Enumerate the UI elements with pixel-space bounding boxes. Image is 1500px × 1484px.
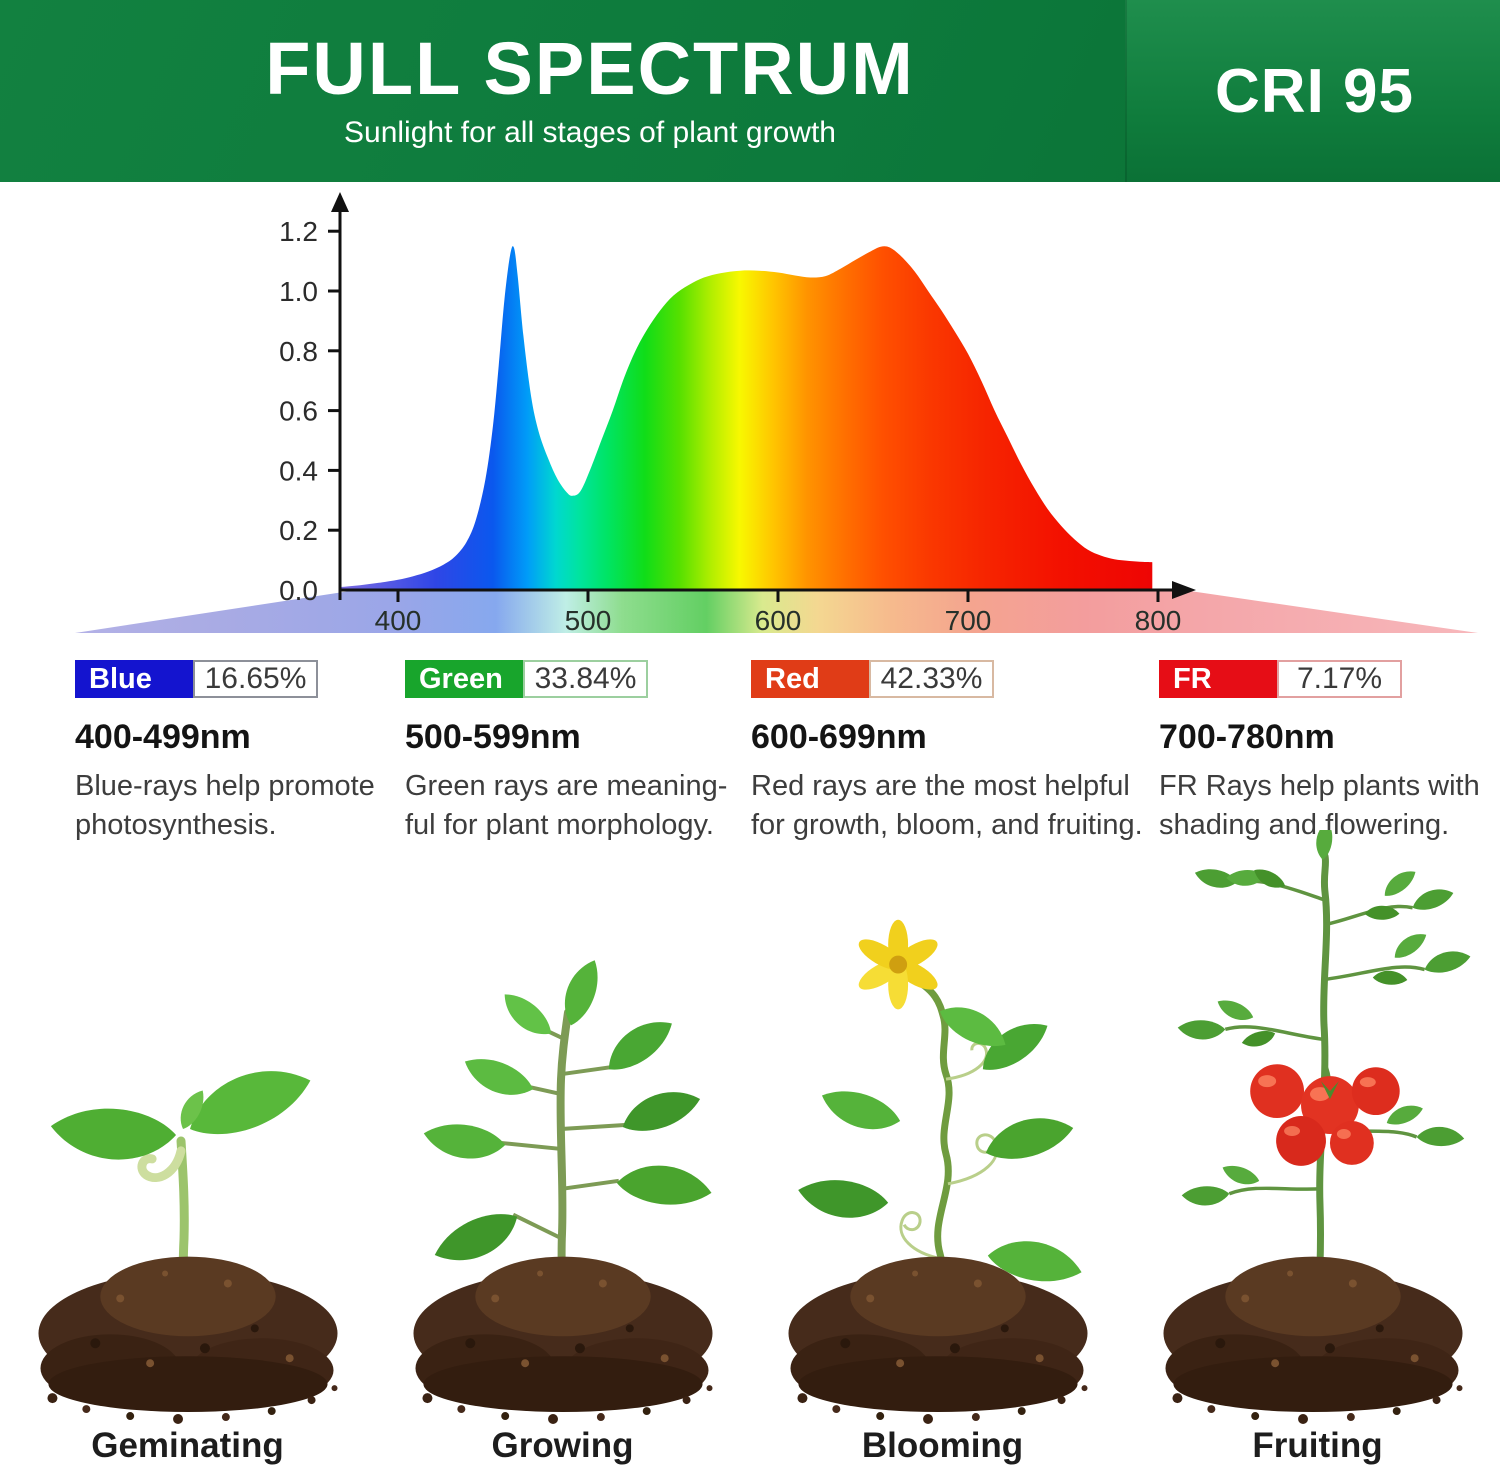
- band-description-line2: for growth, bloom, and fruiting.: [751, 809, 1143, 841]
- stage-label-fruiting: Fruiting: [1252, 1426, 1383, 1465]
- band-label: Red: [751, 660, 869, 698]
- band-description: Green rays are meaning- ful for plant mo…: [405, 767, 748, 845]
- band-percent: 33.84%: [523, 660, 648, 698]
- sapling-illustration: [413, 954, 716, 1425]
- band-description: Red rays are the most helpful for growth…: [751, 767, 1151, 845]
- band-percent: 16.65%: [193, 660, 318, 698]
- spectrum-curve: [340, 246, 1153, 590]
- band-description-line2: ful for plant morphology.: [405, 809, 714, 841]
- yellow-flower: [854, 919, 942, 1010]
- spectrum-chart: 400 500 600 700 800 0.0 0.2 0.4 0.6 0.8 1.0 1.2: [75, 192, 1478, 636]
- stat-card-fr: FR 7.17% 700-780nm FR Rays help plants w…: [1159, 652, 1489, 845]
- band-percent: 7.17%: [1277, 660, 1402, 698]
- band-description-line2: shading and flowering.: [1159, 809, 1450, 841]
- header-title-block: FULL SPECTRUM Sunlight for all stages of…: [0, 0, 1125, 182]
- cri-badge-panel: CRI 95: [1125, 0, 1500, 182]
- y-axis-arrow-icon: [331, 192, 349, 212]
- band-range: 700-780nm: [1159, 718, 1335, 756]
- band-pill: Red 42.33%: [751, 660, 1151, 698]
- band-pill: Blue 16.65%: [75, 660, 405, 698]
- fruiting-plant-figure: [1125, 819, 1500, 1428]
- band-range: 400-499nm: [75, 718, 251, 756]
- x-axis-tick-label: 800: [1135, 605, 1182, 636]
- blooming-plant-figure: [750, 830, 1125, 1428]
- band-description-line1: Red rays are the most helpful: [751, 770, 1130, 802]
- band-range: 500-599nm: [405, 718, 581, 756]
- axis-ticks: 400 500 600 700 800 0.0 0.2 0.4 0.6 0.8 1.0 1.2: [279, 216, 1181, 636]
- y-axis-tick-label: 1.2: [279, 216, 318, 247]
- band-pill: Green 33.84%: [405, 660, 748, 698]
- soil-mound: [1163, 1256, 1463, 1425]
- header-banner: FULL SPECTRUM Sunlight for all stages of…: [0, 0, 1500, 182]
- band-description-line1: Green rays are meaning-: [405, 770, 728, 802]
- y-axis-tick-label: 0.0: [279, 575, 318, 606]
- y-axis-tick-label: 0.6: [279, 396, 318, 427]
- page-title: FULL SPECTRUM: [265, 27, 915, 110]
- band-label: Green: [405, 660, 523, 698]
- tomato-fruit-cluster: [1250, 1064, 1400, 1166]
- sapling-branches: [501, 1029, 625, 1241]
- band-description-line1: Blue-rays help promote: [75, 770, 375, 802]
- band-range: 600-699nm: [751, 718, 927, 756]
- x-axis-arrow-icon: [1172, 581, 1196, 599]
- stat-card-green: Green 33.84% 500-599nm Green rays are me…: [405, 652, 748, 845]
- germinating-plant-figure: [0, 830, 375, 1428]
- seedling-sprout-hook: [137, 1146, 186, 1183]
- y-axis-tick-label: 0.4: [279, 455, 318, 486]
- seedling-illustration: [38, 1059, 338, 1425]
- flowering-vine-illustration: [788, 919, 1088, 1425]
- x-axis-tick-label: 400: [375, 605, 422, 636]
- band-pill: FR 7.17%: [1159, 660, 1489, 698]
- cri-badge: CRI 95: [1215, 56, 1414, 126]
- y-axis-tick-label: 1.0: [279, 276, 318, 307]
- vine-tendrils: [899, 1041, 999, 1261]
- band-description: FR Rays help plants with shading and flo…: [1159, 767, 1489, 845]
- band-label: FR: [1159, 660, 1277, 698]
- band-label: Blue: [75, 660, 193, 698]
- growing-plant-figure: [375, 830, 750, 1428]
- stat-card-red: Red 42.33% 600-699nm Red rays are the mo…: [751, 652, 1151, 845]
- stage-label-germinating: Geminating: [91, 1426, 284, 1465]
- x-axis-tick-label: 700: [945, 605, 992, 636]
- tomato-plant-illustration: [1163, 819, 1473, 1425]
- sapling-leaves: [420, 954, 716, 1270]
- band-description-line2: photosynthesis.: [75, 809, 277, 841]
- y-axis-tick-label: 0.8: [279, 336, 318, 367]
- y-axis-tick-label: 0.2: [279, 515, 318, 546]
- band-description-line1: FR Rays help plants with: [1159, 770, 1480, 802]
- soil-mound: [413, 1256, 713, 1425]
- light-beam: [75, 591, 1478, 633]
- band-description: Blue-rays help promote photosynthesis.: [75, 767, 405, 845]
- x-axis-tick-label: 500: [565, 605, 612, 636]
- page-subtitle: Sunlight for all stages of plant growth: [344, 116, 836, 149]
- soil-mound: [788, 1256, 1088, 1425]
- band-percent: 42.33%: [869, 660, 994, 698]
- stage-label-blooming: Blooming: [861, 1426, 1024, 1465]
- stat-card-blue: Blue 16.65% 400-499nm Blue-rays help pro…: [75, 652, 405, 845]
- x-axis-tick-label: 600: [755, 605, 802, 636]
- spectrum-chart-area: 400 500 600 700 800 0.0 0.2 0.4 0.6 0.8 1.0 1.2: [0, 182, 1500, 652]
- soil-mound: [38, 1256, 338, 1425]
- stage-label-growing: Growing: [491, 1426, 634, 1465]
